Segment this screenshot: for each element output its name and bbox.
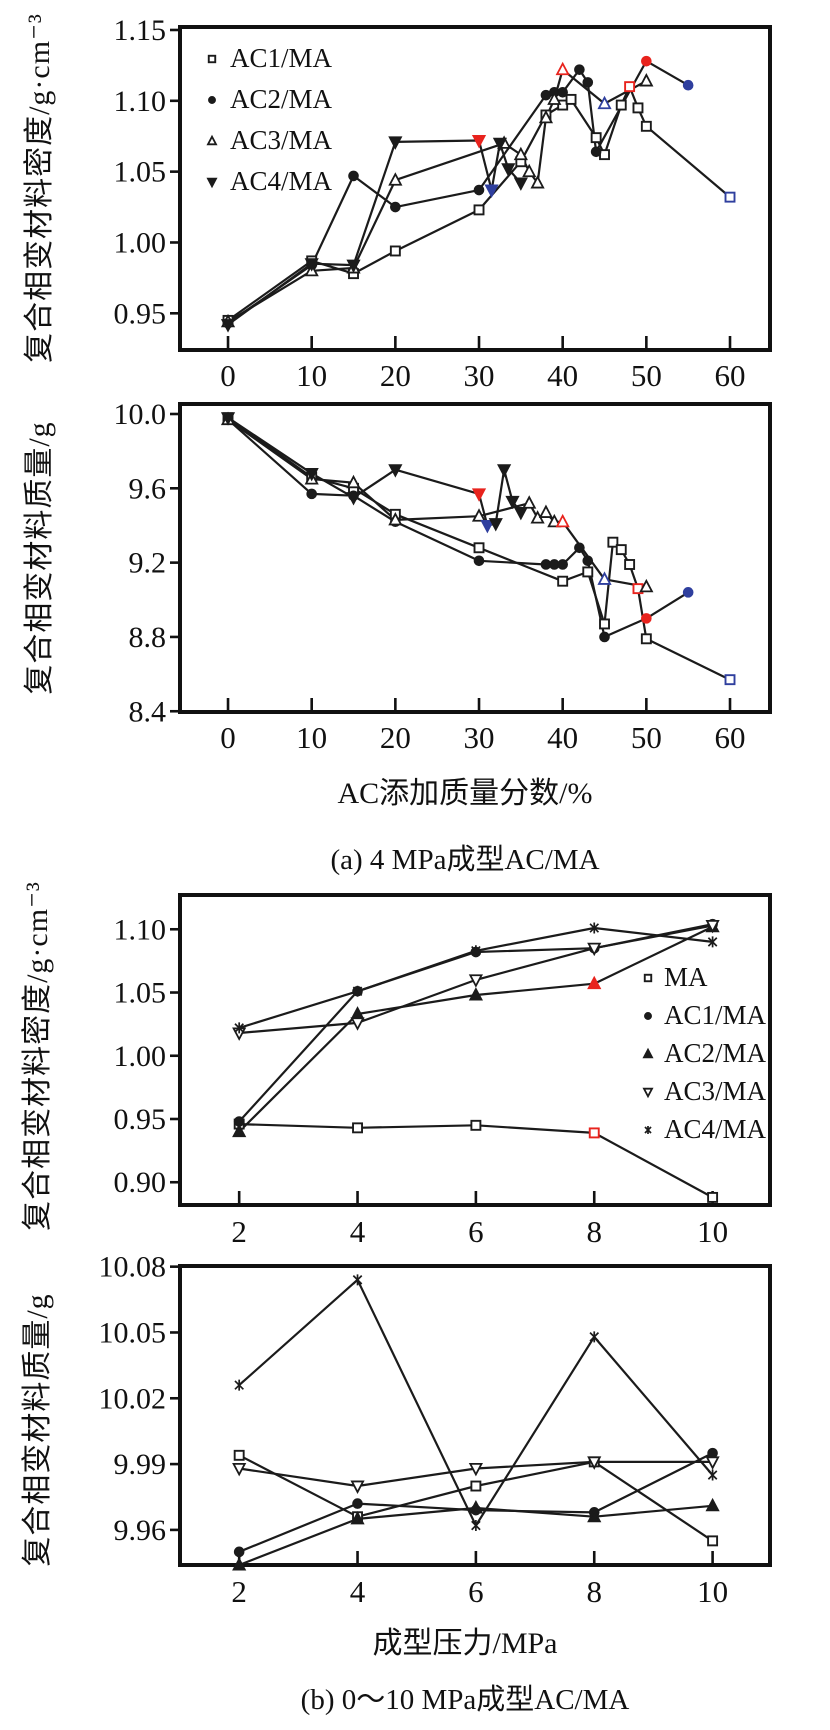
legend-label-AC3/MA: AC3/MA	[664, 1076, 767, 1106]
series-markers-AC4/MA	[234, 1274, 718, 1532]
series-markers-AC3/MA	[232, 1456, 720, 1494]
svg-text:9.99: 9.99	[114, 1448, 167, 1481]
y-axis-a2: 8.4 8.8 9.2 9.6 10.0	[114, 398, 178, 728]
svg-text:1.00: 1.00	[114, 226, 167, 259]
caption-a: (a) 4 MPa成型AC/MA	[330, 844, 600, 876]
svg-text:1.05: 1.05	[114, 977, 167, 1010]
svg-text:60: 60	[715, 358, 746, 393]
y-axis-b2: 9.96 9.99 10.02 10.05 10.08	[99, 1251, 178, 1547]
svg-text:10.08: 10.08	[99, 1251, 167, 1284]
svg-text:8: 8	[586, 1214, 602, 1249]
legend-label-AC1/MA: AC1/MA	[230, 43, 333, 73]
svg-text:8: 8	[586, 1574, 602, 1609]
svg-text:0: 0	[220, 720, 236, 755]
svg-text:10.05: 10.05	[99, 1316, 167, 1349]
svg-text:1.00: 1.00	[114, 1040, 167, 1073]
series-line-AC4/MA	[227, 416, 522, 527]
x-axis-a2: 0 10 20 30 40 50 60	[220, 698, 746, 755]
series-line-AC2/MA	[238, 925, 714, 1133]
svg-text:6: 6	[468, 1214, 484, 1249]
svg-text:20: 20	[380, 358, 411, 393]
svg-text:6: 6	[468, 1574, 484, 1609]
x-axis-b2: 2 4 6 8 10	[231, 1551, 728, 1609]
series-markers-AC1/MA	[222, 412, 736, 686]
chart-a2: 0 10 20 30 40 50 60 8.4 8.8 9.2 9.6 10.0	[114, 398, 772, 755]
svg-text:10: 10	[697, 1574, 728, 1609]
svg-text:2: 2	[231, 1214, 247, 1249]
series-markers-AC3/MA	[220, 411, 654, 593]
legend-label-AC2/MA: AC2/MA	[230, 84, 333, 114]
svg-text:9.6: 9.6	[129, 472, 167, 505]
svg-text:4: 4	[350, 1214, 366, 1249]
x-axis-label-a: AC添加质量分数/%	[337, 777, 593, 810]
series-line-AC2/MA	[227, 418, 689, 639]
svg-text:9.2: 9.2	[129, 547, 167, 580]
svg-text:40: 40	[547, 720, 578, 755]
svg-text:20: 20	[380, 720, 411, 755]
svg-text:4: 4	[350, 1574, 366, 1609]
caption-b: (b) 0～10 MPa成型AC/MA	[300, 1684, 630, 1716]
y-axis-label-mass-b: 复合相变材料质量/g	[21, 1293, 54, 1567]
series-markers-AC2/MA	[232, 1497, 720, 1571]
svg-text:50: 50	[631, 358, 662, 393]
svg-text:30: 30	[464, 720, 495, 755]
y-axis-label-mass-a: 复合相变材料质量/g	[23, 421, 56, 695]
svg-text:1.10: 1.10	[114, 913, 167, 946]
svg-text:9.96: 9.96	[114, 1514, 167, 1547]
series-markers-AC2/MA	[222, 55, 694, 329]
chart-b2: 2 4 6 8 10 9.96 9.99 10.02 10.05 10.08	[99, 1251, 772, 1609]
svg-text:8.4: 8.4	[129, 695, 167, 728]
series-markers-AC2/MA	[222, 414, 694, 643]
svg-text:0.90: 0.90	[114, 1166, 167, 1199]
x-axis-label-b: 成型压力/MPa	[372, 1627, 558, 1660]
legend-label-AC1/MA: AC1/MA	[664, 1000, 767, 1030]
legend-label-AC2/MA: AC2/MA	[664, 1038, 767, 1068]
svg-text:40: 40	[547, 358, 578, 393]
plot-border-a1	[178, 25, 772, 352]
series-markers-AC3/MA	[232, 919, 720, 1041]
svg-text:30: 30	[464, 358, 495, 393]
plot-border-b2	[178, 1264, 772, 1567]
svg-text:50: 50	[631, 720, 662, 755]
svg-text:1.10: 1.10	[114, 85, 167, 118]
legend-b1: MA AC1/MA AC2/MA AC3/MA AC4/MA	[642, 962, 767, 1144]
series-markers-AC4/MA	[234, 922, 718, 1034]
series-line-AC1/MA	[227, 85, 731, 322]
svg-text:0.95: 0.95	[114, 1103, 167, 1136]
series-line-AC3/MA	[227, 418, 647, 588]
chart-a1: 0 10 20 30 40 50 600.951.001.051.101.15AC1/MAA…	[114, 14, 772, 393]
plot-border-a2	[178, 402, 772, 714]
svg-text:0.95: 0.95	[114, 297, 167, 330]
svg-text:8.8: 8.8	[129, 621, 167, 654]
legend-label-AC4/MA: AC4/MA	[230, 166, 333, 196]
legend-label-AC3/MA: AC3/MA	[230, 125, 333, 155]
plot-border-b1	[178, 893, 772, 1207]
y-axis-a1: 0.95 1.00 1.05 1.10 1.15	[114, 14, 178, 330]
x-axis-a1: 0 10 20 30 40 50 60	[220, 336, 746, 393]
legend-label-MA: MA	[664, 962, 708, 992]
series-markers-AC4/MA	[220, 412, 528, 534]
svg-text:10.02: 10.02	[99, 1382, 167, 1415]
legend-a1: AC1/MA AC2/MA AC3/MA AC4/MA	[206, 43, 333, 196]
series-markers-AC4/MA	[220, 134, 528, 333]
svg-text:1.05: 1.05	[114, 156, 167, 189]
svg-text:10: 10	[296, 358, 327, 393]
svg-text:10.0: 10.0	[114, 398, 167, 431]
x-axis-b1: 2 4 6 8 10	[231, 1191, 728, 1249]
svg-text:2: 2	[231, 1574, 247, 1609]
svg-text:0: 0	[220, 358, 236, 393]
series-line-MA	[239, 1123, 714, 1199]
svg-text:10: 10	[697, 1214, 728, 1249]
svg-text:1.15: 1.15	[114, 14, 167, 47]
y-axis-b1: 0.90 0.95 1.00 1.05 1.10	[114, 913, 178, 1199]
svg-text:10: 10	[296, 720, 327, 755]
chart-b1: 2 4 6 8 10 0.90 0.95 1.00 1.05 1.10 MA AC1/MA AC2/MA…	[114, 893, 772, 1249]
legend-label-AC4/MA: AC4/MA	[664, 1114, 767, 1144]
svg-text:60: 60	[715, 720, 746, 755]
series-markers-AC1/MA	[222, 81, 736, 326]
